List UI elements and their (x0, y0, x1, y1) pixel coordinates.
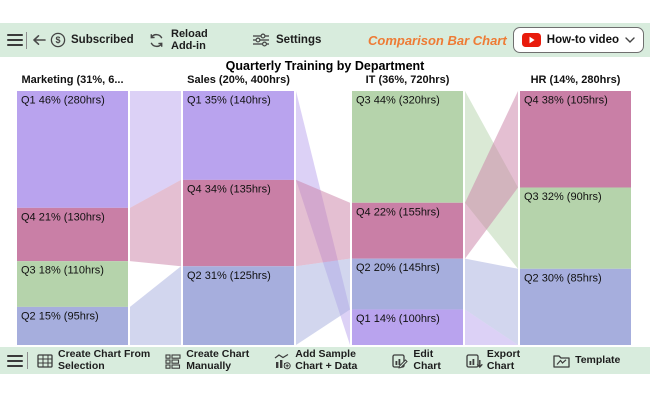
subscribed-button[interactable]: $ Subscribed (50, 23, 134, 57)
segment-label: Q2 31% (125hrs) (187, 270, 271, 282)
top-toolbar: $ Subscribed Reload Add-in (0, 23, 650, 57)
bar-segment-Q2 (520, 268, 631, 345)
settings-button[interactable]: Settings (252, 23, 321, 57)
bar-segment-Q1 (352, 309, 463, 345)
reload-addin-button[interactable]: Reload Add-in (148, 23, 208, 57)
segment-label: Q4 34% (135hrs) (187, 183, 271, 195)
column-header: IT (36%, 720hrs) (365, 74, 450, 86)
form-list-icon (165, 353, 181, 369)
create-chart-from-selection-button[interactable]: Create Chart From Selection (36, 348, 150, 372)
dollar-circle-icon: $ (50, 32, 66, 48)
reload-addin-label: Reload Add-in (171, 27, 208, 52)
app-title: Comparison Bar Chart (368, 32, 507, 48)
ribbon-Q2 (465, 258, 518, 345)
bar-segment-Q2 (17, 306, 128, 345)
ribbon-Q4 (296, 179, 350, 267)
bar-segment-Q3 (352, 91, 463, 203)
bar-segment-Q4 (17, 207, 128, 262)
chart-panel: Quarterly Training by Department Marketi… (0, 57, 650, 347)
ribbon-Q4 (130, 179, 181, 267)
template-button[interactable]: Template (552, 352, 620, 370)
subscribed-label: Subscribed (71, 34, 134, 46)
segment-label: Q1 14% (100hrs) (356, 313, 440, 325)
bar-segment-Q2 (183, 266, 294, 345)
column-header: Marketing (31%, 6... (21, 74, 124, 86)
bottom-menu-button[interactable] (7, 347, 23, 374)
bar-segment-Q4 (352, 202, 463, 259)
column-header: Sales (20%, 400hrs) (187, 74, 290, 86)
settings-label: Settings (276, 34, 322, 46)
segment-label: Q4 21% (130hrs) (21, 211, 105, 223)
toolbar-divider (26, 23, 27, 57)
edit-chart-button[interactable]: Edit Chart (391, 348, 441, 372)
app-title-container: Comparison Bar Chart (368, 23, 507, 57)
chart-title: Quarterly Training by Department (225, 59, 425, 73)
bar-segment-Q1 (17, 91, 128, 208)
segment-label: Q2 15% (95hrs) (21, 310, 99, 322)
template-folder-icon (553, 354, 570, 368)
segment-label: Q3 32% (90hrs) (524, 191, 602, 203)
segment-label: Q2 20% (145hrs) (356, 262, 440, 274)
create-chart-manually-button[interactable]: Create Chart Manually (164, 348, 249, 372)
ribbon-Q4 (465, 91, 518, 259)
back-button[interactable] (31, 23, 47, 57)
export-chart-icon (466, 353, 483, 368)
chevron-down-icon (625, 37, 635, 43)
segment-label: Q1 46% (280hrs) (21, 95, 105, 107)
howto-video-label: How-to video (546, 34, 619, 46)
menu-button[interactable] (7, 23, 23, 57)
bottom-toolbar: Create Chart From Selection Create Chart M… (0, 347, 650, 374)
reload-icon (150, 33, 163, 47)
column-header: HR (14%, 280hrs) (530, 74, 621, 86)
back-arrow-icon (33, 35, 46, 45)
table-grid-icon (37, 353, 53, 368)
segment-label: Q1 35% (140hrs) (187, 95, 271, 107)
sample-chart-icon (274, 353, 291, 369)
toolbar-divider (27, 352, 28, 369)
bar-segment-Q2 (352, 258, 463, 310)
hamburger-icon (7, 23, 23, 57)
bar-segment-Q4 (520, 91, 631, 188)
bar-segment-Q4 (183, 179, 294, 267)
segment-label: Q4 22% (155hrs) (356, 206, 440, 218)
export-chart-button[interactable]: Export Chart (465, 348, 520, 372)
edit-chart-icon (392, 353, 409, 369)
howto-video-button[interactable]: How-to video (512, 27, 644, 53)
bar-segment-Q1 (183, 91, 294, 180)
segment-label: Q3 44% (320hrs) (356, 95, 440, 107)
settings-sliders-icon (253, 33, 269, 47)
bar-segment-Q3 (17, 261, 128, 307)
ribbon-Q1 (130, 91, 181, 208)
segment-label: Q4 38% (105hrs) (524, 95, 608, 107)
svg-text:$: $ (55, 35, 60, 45)
segment-label: Q3 18% (110hrs) (21, 265, 104, 277)
comparison-bar-chart: Q1 46% (280hrs) Q4 21% (130hrs) Q3 18% (11… (17, 91, 631, 345)
segment-label: Q2 30% (85hrs) (524, 272, 602, 284)
ribbon-Q2 (130, 266, 181, 345)
ribbon-Q2 (296, 258, 350, 345)
youtube-icon (521, 33, 541, 47)
bar-segment-Q3 (520, 187, 631, 269)
add-sample-chart-data-button[interactable]: Add Sample Chart + Data (273, 348, 357, 372)
